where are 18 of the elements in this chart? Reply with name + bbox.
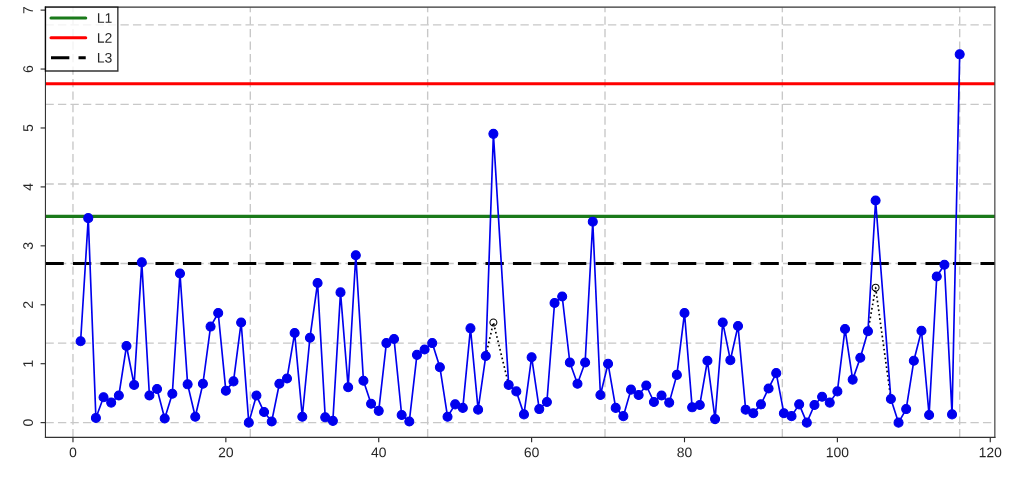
x-tick-label: 120: [979, 447, 1002, 458]
legend-label: L3: [97, 52, 112, 63]
x-tick-label: 40: [371, 447, 386, 458]
x-tick-label: 60: [524, 447, 539, 458]
y-tick-label: 0: [23, 419, 33, 426]
x-tick-label: 80: [677, 447, 692, 458]
y-tick-label: 6: [23, 65, 33, 73]
x-tick-label: 0: [69, 447, 77, 458]
y-tick-label: 5: [23, 124, 33, 132]
legend-label: L1: [97, 13, 112, 23]
y-tick-label: 7: [23, 6, 33, 14]
y-tick-label: 4: [23, 183, 33, 191]
legend-label: L2: [97, 32, 112, 43]
y-tick-label: 2: [23, 301, 33, 308]
y-tick-label: 3: [23, 242, 33, 250]
y-tick-label: 1: [23, 360, 33, 367]
x-tick-label: 100: [826, 447, 849, 458]
x-tick-label: 20: [218, 447, 234, 458]
